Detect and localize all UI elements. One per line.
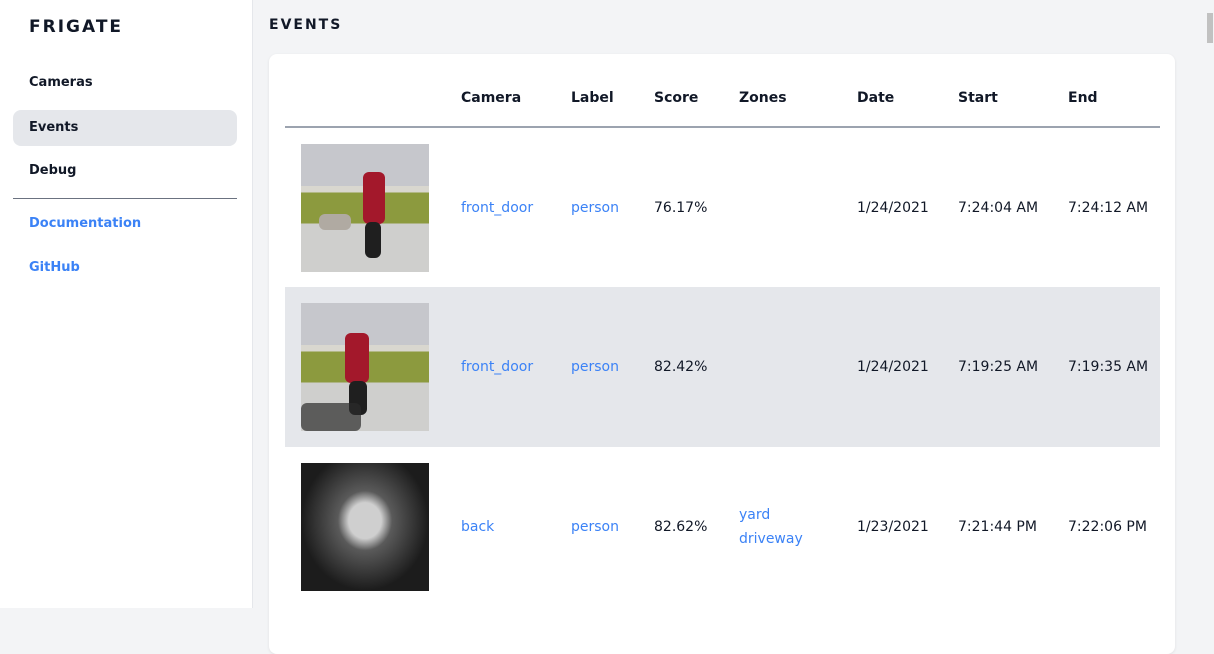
- header-label: Label: [555, 70, 638, 128]
- header-start: Start: [942, 70, 1052, 128]
- page-title: EVENTS: [269, 17, 343, 33]
- event-zones: [723, 127, 841, 287]
- sidebar-divider: [13, 198, 237, 199]
- sidebar-item-debug[interactable]: Debug: [29, 163, 77, 178]
- event-start: 7:21:44 PM: [958, 519, 1037, 535]
- event-start: 7:24:04 AM: [958, 199, 1039, 216]
- header-thumbnail: [285, 70, 445, 128]
- events-card: Camera Label Score Zones Date Start End …: [269, 54, 1175, 654]
- header-zones: Zones: [723, 70, 841, 128]
- event-score: 82.42%: [638, 287, 723, 447]
- header-camera: Camera: [445, 70, 555, 128]
- event-end: 7:22:06 PM: [1068, 519, 1147, 535]
- sidebar-item-cameras[interactable]: Cameras: [29, 75, 93, 90]
- header-score: Score: [638, 70, 723, 128]
- event-date: 1/24/2021: [857, 199, 929, 216]
- sidebar-link-github[interactable]: GitHub: [29, 260, 80, 275]
- header-end: End: [1052, 70, 1160, 128]
- header-date: Date: [841, 70, 942, 128]
- event-label-link[interactable]: person: [571, 199, 619, 216]
- event-end: 7:24:12 AM: [1068, 199, 1149, 216]
- event-score: 82.62%: [654, 519, 708, 535]
- event-date: 1/24/2021: [841, 287, 942, 447]
- events-table: Camera Label Score Zones Date Start End …: [285, 70, 1160, 607]
- event-thumbnail[interactable]: [301, 143, 429, 272]
- zone-link[interactable]: driveway: [739, 531, 803, 547]
- event-start: 7:19:25 AM: [942, 287, 1052, 447]
- event-end: 7:19:35 AM: [1052, 287, 1160, 447]
- sidebar: FRIGATE Cameras Events Debug Documentati…: [0, 0, 253, 608]
- event-camera-link[interactable]: front_door: [445, 287, 555, 447]
- event-label-link[interactable]: person: [555, 287, 638, 447]
- table-row[interactable]: back person 82.62% yard driveway 1/23/202…: [285, 447, 1160, 607]
- event-zones: [723, 287, 841, 447]
- page-scrollbar[interactable]: [1206, 0, 1214, 608]
- zone-link[interactable]: yard: [739, 507, 771, 523]
- event-thumbnail[interactable]: [301, 303, 429, 431]
- sidebar-link-documentation[interactable]: Documentation: [29, 216, 142, 231]
- event-thumbnail[interactable]: [301, 463, 429, 591]
- event-date: 1/23/2021: [857, 519, 929, 535]
- event-score: 76.17%: [654, 199, 708, 216]
- event-camera-link[interactable]: front_door: [461, 199, 534, 216]
- sidebar-item-events[interactable]: Events: [13, 110, 237, 146]
- event-label-link[interactable]: person: [571, 519, 619, 535]
- table-row[interactable]: front_door person 76.17% 1/24/2021 7:24:…: [285, 127, 1160, 287]
- table-header-row: Camera Label Score Zones Date Start End: [285, 70, 1160, 128]
- table-row[interactable]: front_door person 82.42% 1/24/2021 7:19:…: [285, 287, 1160, 447]
- scrollbar-thumb[interactable]: [1207, 13, 1213, 43]
- event-camera-link[interactable]: back: [461, 519, 495, 535]
- event-zones: yard driveway: [723, 447, 841, 607]
- app-logo: FRIGATE: [29, 17, 124, 37]
